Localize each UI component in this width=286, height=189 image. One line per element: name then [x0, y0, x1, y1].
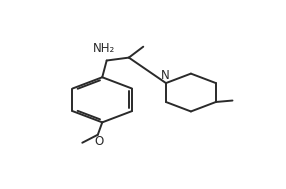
Text: O: O — [94, 136, 104, 149]
Text: N: N — [160, 69, 169, 82]
Text: NH₂: NH₂ — [93, 42, 116, 55]
